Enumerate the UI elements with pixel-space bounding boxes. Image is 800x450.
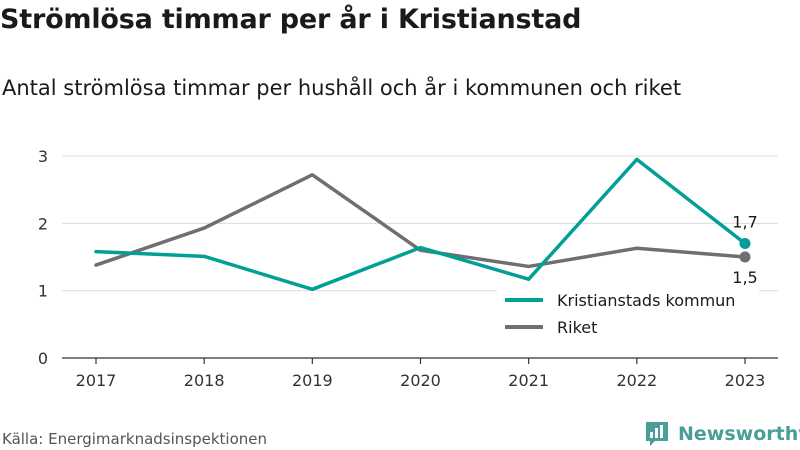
- source-note: Källa: Energimarknadsinspektionen: [2, 430, 268, 448]
- y-tick-label: 0: [38, 349, 48, 368]
- brand-logo: Newsworthy: [644, 419, 800, 449]
- series-end-label: 1,7: [732, 213, 757, 232]
- series-line: [94, 173, 747, 269]
- y-tick-label: 1: [38, 282, 48, 301]
- x-tick-label: 2018: [184, 371, 225, 390]
- x-tick-label: 2023: [725, 371, 766, 390]
- chart-title: Strömlösa timmar per år i Kristianstad: [0, 4, 582, 35]
- x-tick-label: 2022: [616, 371, 657, 390]
- x-tick-label: 2019: [292, 371, 333, 390]
- x-tick-label: 2017: [76, 371, 117, 390]
- x-tick-label: 2020: [400, 371, 441, 390]
- y-tick-label: 3: [38, 147, 48, 166]
- brand-name: Newsworthy: [678, 423, 800, 445]
- chart-subtitle: Antal strömlösa timmar per hushåll och å…: [2, 76, 682, 100]
- series-line: [94, 157, 747, 292]
- line-chart: 0 1 2 3 2017 2018 2019 2020 2021 2022 2023 Kristian…: [38, 147, 778, 390]
- series-end-label: 1,5: [732, 268, 757, 287]
- series-end-point: [739, 238, 751, 250]
- series-end-point: [739, 251, 751, 263]
- y-tick-label: 2: [38, 214, 48, 233]
- legend-background: [497, 287, 759, 345]
- x-tick-label: 2021: [508, 371, 549, 390]
- legend-label: Kristianstads kommun: [557, 291, 735, 310]
- legend-label: Riket: [557, 318, 597, 337]
- bar-chart-logo-icon: [646, 422, 668, 446]
